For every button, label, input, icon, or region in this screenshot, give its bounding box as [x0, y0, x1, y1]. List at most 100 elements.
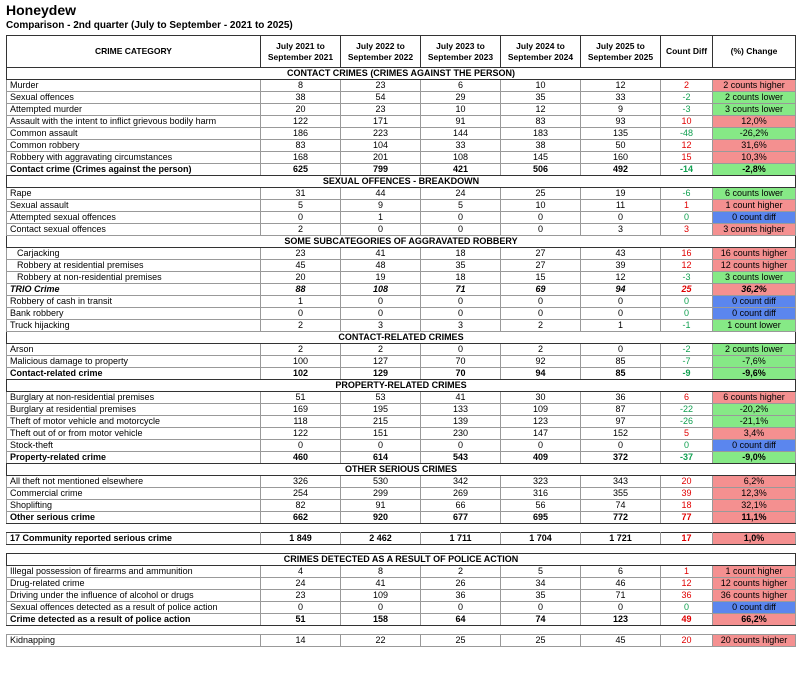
- data-row: Contact-related crime 102 129 70 94 85 -9 -9,6%: [6, 367, 796, 380]
- category-cell: Robbery at non-residential premises: [6, 271, 261, 284]
- change-cell: 1 count lower: [712, 319, 796, 332]
- section-title: SOME SUBCATEGORIES OF AGGRAVATED ROBBERY: [6, 235, 796, 248]
- value-cell: 323: [500, 475, 581, 488]
- value-cell: 0: [500, 439, 581, 452]
- value-cell: 122: [260, 427, 341, 440]
- value-cell: 0: [340, 307, 421, 320]
- value-cell: 24: [260, 577, 341, 590]
- change-cell: 2 counts higher: [712, 79, 796, 92]
- value-cell: 2: [420, 565, 501, 578]
- value-cell: 18: [420, 271, 501, 284]
- value-cell: 92: [500, 355, 581, 368]
- value-cell: 269: [420, 487, 501, 500]
- diff-cell: -2: [660, 91, 713, 104]
- data-row: Illegal possession of firearms and ammun…: [6, 565, 796, 578]
- value-cell: 0: [340, 601, 421, 614]
- value-cell: 91: [420, 115, 501, 128]
- value-cell: 230: [420, 427, 501, 440]
- value-cell: 614: [340, 451, 421, 464]
- column-header: July 2022 to September 2022: [340, 35, 421, 68]
- diff-cell: 10: [660, 115, 713, 128]
- diff-cell: -22: [660, 403, 713, 416]
- value-cell: 355: [580, 487, 661, 500]
- value-cell: 3: [580, 223, 661, 236]
- category-cell: Assault with the intent to inflict griev…: [6, 115, 261, 128]
- value-cell: 94: [580, 283, 661, 296]
- category-cell: Burglary at residential premises: [6, 403, 261, 416]
- data-row: Property-related crime 460 614 543 409 372 -37…: [6, 451, 796, 464]
- value-cell: 20: [260, 271, 341, 284]
- category-cell: Common assault: [6, 127, 261, 140]
- value-cell: 70: [420, 355, 501, 368]
- value-cell: 2: [340, 343, 421, 356]
- diff-cell: 15: [660, 151, 713, 164]
- spacer: [7, 524, 796, 533]
- value-cell: 0: [340, 223, 421, 236]
- value-cell: 45: [580, 634, 661, 647]
- diff-cell: -7: [660, 355, 713, 368]
- value-cell: 1: [260, 295, 341, 308]
- change-cell: 10,3%: [712, 151, 796, 164]
- value-cell: 123: [500, 415, 581, 428]
- value-cell: 0: [500, 307, 581, 320]
- value-cell: 160: [580, 151, 661, 164]
- change-cell: 0 count diff: [712, 307, 796, 320]
- value-cell: 25: [500, 634, 581, 647]
- value-cell: 66: [420, 499, 501, 512]
- category-cell: Common robbery: [6, 139, 261, 152]
- section-row: CRIMES DETECTED AS A RESULT OF POLICE AC…: [6, 553, 796, 566]
- data-row: Carjacking 23 41 18 27 43 16 16 counts higher: [6, 247, 796, 260]
- category-cell: TRIO Crime: [6, 283, 261, 296]
- value-cell: 108: [420, 151, 501, 164]
- value-cell: 129: [340, 367, 421, 380]
- value-cell: 506: [500, 163, 581, 176]
- value-cell: 44: [340, 187, 421, 200]
- change-cell: 0 count diff: [712, 211, 796, 224]
- value-cell: 43: [580, 247, 661, 260]
- category-cell: Attempted sexual offences: [6, 211, 261, 224]
- change-cell: 66,2%: [712, 613, 796, 626]
- value-cell: 41: [340, 577, 421, 590]
- section-title: CONTACT-RELATED CRIMES: [6, 331, 796, 344]
- change-cell: -26,2%: [712, 127, 796, 140]
- data-row: Theft of motor vehicle and motorcycle 118…: [6, 415, 796, 428]
- value-cell: 695: [500, 511, 581, 524]
- data-row: Contact crime (Crimes against the person…: [6, 163, 796, 176]
- category-cell: Kidnapping: [6, 634, 261, 647]
- change-cell: -9,0%: [712, 451, 796, 464]
- data-row: Stock-theft 0 0 0 0 0 0 0 count diff: [6, 439, 796, 452]
- category-cell: Stock-theft: [6, 439, 261, 452]
- value-cell: 23: [260, 589, 341, 602]
- value-cell: 135: [580, 127, 661, 140]
- value-cell: 23: [340, 79, 421, 92]
- change-cell: 12 counts higher: [712, 577, 796, 590]
- diff-cell: 20: [660, 475, 713, 488]
- value-cell: 0: [420, 295, 501, 308]
- data-row: Common assault 186 223 144 183 135 -48 -26,2%: [6, 127, 796, 140]
- value-cell: 19: [340, 271, 421, 284]
- value-cell: 0: [420, 307, 501, 320]
- value-cell: 56: [500, 499, 581, 512]
- value-cell: 0: [580, 211, 661, 224]
- change-cell: -7,6%: [712, 355, 796, 368]
- category-cell: Shoplifting: [6, 499, 261, 512]
- change-cell: 1,0%: [712, 532, 796, 545]
- value-cell: 19: [580, 187, 661, 200]
- value-cell: 0: [500, 223, 581, 236]
- spacer-cell: [7, 545, 796, 554]
- value-cell: 342: [420, 475, 501, 488]
- value-cell: 27: [500, 247, 581, 260]
- value-cell: 0: [500, 211, 581, 224]
- value-cell: 1 711: [420, 532, 501, 545]
- change-cell: 6 counts higher: [712, 391, 796, 404]
- diff-cell: 20: [660, 634, 713, 647]
- data-row: TRIO Crime 88 108 71 69 94 25 36,2%: [6, 283, 796, 296]
- value-cell: 108: [340, 283, 421, 296]
- category-cell: Sexual offences: [6, 91, 261, 104]
- category-cell: Truck hijacking: [6, 319, 261, 332]
- value-cell: 168: [260, 151, 341, 164]
- value-cell: 36: [420, 589, 501, 602]
- value-cell: 0: [420, 343, 501, 356]
- data-row: Robbery at residential premises 45 48 35 27 3…: [6, 259, 796, 272]
- value-cell: 12: [580, 79, 661, 92]
